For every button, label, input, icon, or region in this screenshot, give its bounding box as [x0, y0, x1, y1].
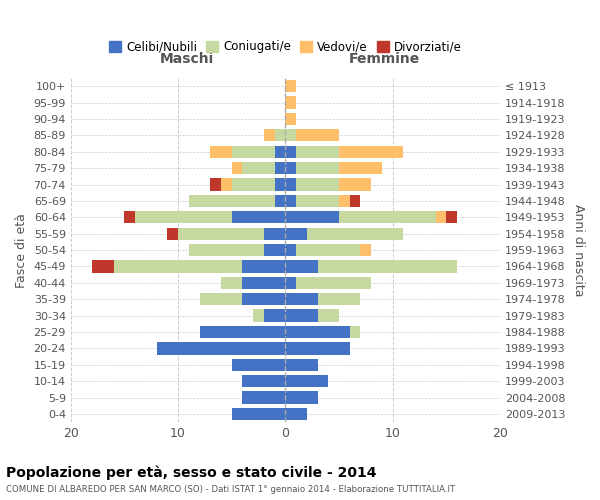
Bar — [286, 146, 296, 158]
Bar — [242, 162, 275, 174]
Bar — [296, 244, 361, 256]
Bar — [92, 260, 114, 272]
Bar — [189, 195, 275, 207]
Bar — [135, 211, 232, 224]
Bar — [178, 228, 264, 240]
Bar — [189, 244, 264, 256]
Bar — [286, 228, 307, 240]
Bar — [210, 178, 221, 190]
Bar — [446, 211, 457, 224]
Text: Popolazione per età, sesso e stato civile - 2014: Popolazione per età, sesso e stato civil… — [6, 465, 377, 479]
Bar — [200, 326, 286, 338]
Bar — [286, 358, 317, 371]
Bar — [157, 342, 286, 354]
Bar — [200, 293, 242, 306]
Bar — [286, 80, 296, 92]
Bar — [286, 162, 296, 174]
Bar — [350, 326, 361, 338]
Bar — [286, 113, 296, 125]
Bar — [350, 195, 361, 207]
Y-axis label: Fasce di età: Fasce di età — [15, 212, 28, 288]
Bar — [339, 211, 436, 224]
Bar — [286, 178, 296, 190]
Bar — [296, 162, 339, 174]
Bar — [339, 195, 350, 207]
Bar — [275, 129, 286, 141]
Bar — [286, 276, 296, 289]
Bar — [296, 195, 339, 207]
Text: Maschi: Maschi — [160, 52, 214, 66]
Bar — [296, 276, 371, 289]
Bar — [264, 310, 286, 322]
Bar — [167, 228, 178, 240]
Bar — [221, 276, 242, 289]
Bar — [124, 211, 135, 224]
Bar — [317, 260, 457, 272]
Bar — [286, 310, 317, 322]
Bar — [286, 129, 296, 141]
Bar — [232, 358, 286, 371]
Bar — [242, 276, 286, 289]
Bar — [286, 326, 350, 338]
Bar — [296, 146, 339, 158]
Bar — [275, 195, 286, 207]
Bar — [296, 178, 339, 190]
Bar — [221, 178, 232, 190]
Bar — [317, 310, 339, 322]
Bar — [286, 293, 317, 306]
Bar — [361, 244, 371, 256]
Bar — [242, 392, 286, 404]
Bar — [317, 293, 361, 306]
Bar — [286, 408, 307, 420]
Bar — [232, 408, 286, 420]
Bar — [296, 129, 339, 141]
Bar — [242, 293, 286, 306]
Bar — [114, 260, 242, 272]
Bar — [286, 375, 328, 388]
Bar — [232, 211, 286, 224]
Bar — [264, 129, 275, 141]
Bar — [286, 195, 296, 207]
Bar — [275, 162, 286, 174]
Bar — [339, 146, 403, 158]
Bar — [242, 260, 286, 272]
Bar — [232, 162, 242, 174]
Bar — [339, 162, 382, 174]
Bar — [286, 342, 350, 354]
Bar — [286, 211, 339, 224]
Bar — [242, 375, 286, 388]
Bar — [286, 96, 296, 108]
Text: COMUNE DI ALBAREDO PER SAN MARCO (SO) - Dati ISTAT 1° gennaio 2014 - Elaborazion: COMUNE DI ALBAREDO PER SAN MARCO (SO) - … — [6, 485, 455, 494]
Bar — [286, 244, 296, 256]
Bar — [232, 178, 275, 190]
Text: Femmine: Femmine — [349, 52, 419, 66]
Bar — [339, 178, 371, 190]
Bar — [307, 228, 403, 240]
Bar — [253, 310, 264, 322]
Bar — [275, 146, 286, 158]
Bar — [436, 211, 446, 224]
Bar — [286, 392, 317, 404]
Bar — [210, 146, 232, 158]
Bar — [264, 244, 286, 256]
Bar — [275, 178, 286, 190]
Bar — [232, 146, 275, 158]
Bar — [264, 228, 286, 240]
Y-axis label: Anni di nascita: Anni di nascita — [572, 204, 585, 296]
Bar — [286, 260, 317, 272]
Legend: Celibi/Nubili, Coniugati/e, Vedovi/e, Divorziati/e: Celibi/Nubili, Coniugati/e, Vedovi/e, Di… — [105, 36, 466, 58]
